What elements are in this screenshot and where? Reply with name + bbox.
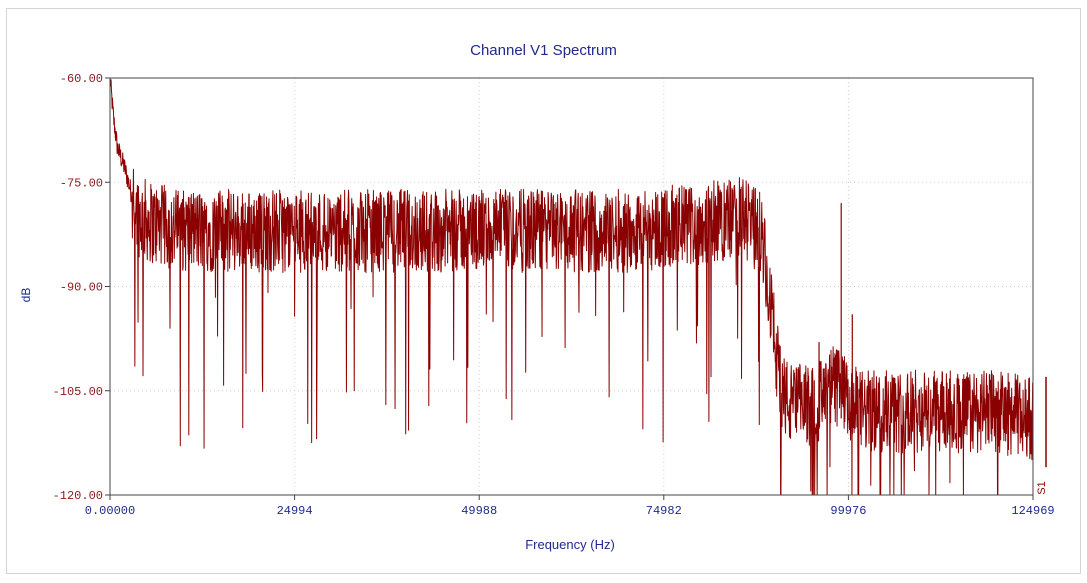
x-tick-label: 99976 [830, 504, 866, 518]
x-tick-label: 74982 [646, 504, 682, 518]
chart-title: Channel V1 Spectrum [470, 42, 617, 59]
y-tick-label: -75.00 [60, 176, 103, 190]
y-tick-label: -105.00 [53, 385, 103, 399]
series-line-s1 [109, 77, 1034, 496]
x-tick-label: 24994 [277, 504, 313, 518]
x-axis-label: Frequency (Hz) [525, 537, 615, 552]
x-tick-label: 0.00000 [85, 504, 135, 518]
x-tick-label: 124969 [1011, 504, 1054, 518]
y-tick-label: -120.00 [53, 489, 103, 503]
x-tick-label: 49988 [461, 504, 497, 518]
y-tick-label: -60.00 [60, 72, 103, 86]
y-tick-label: -90.00 [60, 281, 103, 295]
